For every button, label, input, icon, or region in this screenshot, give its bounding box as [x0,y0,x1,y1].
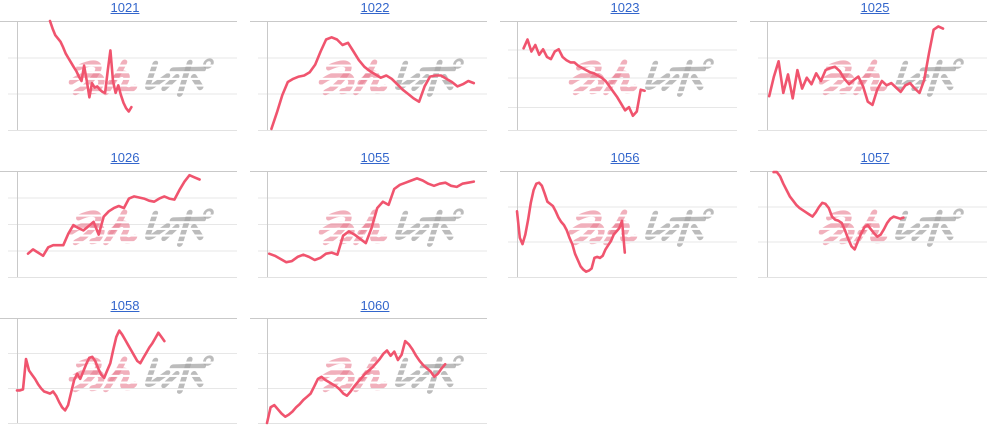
chart-title-link-1057[interactable]: 1057 [860,150,890,165]
chart-cell-1026: 1026 [0,145,250,290]
sparkline-chart-1058 [0,318,237,424]
minrepo-logo-watermark [319,210,463,244]
sparkline-chart-1023 [500,21,737,131]
chart-title-link-1025[interactable]: 1025 [860,0,890,15]
minrepo-logo-watermark [569,210,713,244]
minrepo-logo-watermark [319,357,463,391]
chart-row-2: 1026 1055 1056 1057 [0,145,1000,290]
sparkline-chart-1026 [0,171,237,278]
chart-cell-1055: 1055 [250,145,500,290]
data-line-1055 [267,177,476,264]
data-line-1021 [48,19,133,113]
chart-cell-1022: 1022 [250,0,500,145]
chart-cell-1025: 1025 [750,0,1000,145]
minrepo-logo-watermark [819,60,963,94]
chart-title-link-1023[interactable]: 1023 [610,0,640,15]
chart-title-link-1055[interactable]: 1055 [360,150,390,165]
data-line-1025 [767,25,945,107]
chart-cell-1023: 1023 [500,0,750,145]
data-line-1056 [515,181,627,273]
sparkline-chart-1022 [250,21,487,131]
data-line-1057 [772,170,905,251]
chart-cell-1058: 1058 [0,290,250,435]
chart-title-link-1056[interactable]: 1056 [610,150,640,165]
chart-row-3: 1058 1060 [0,290,1000,435]
sparkline-chart-1021 [0,19,237,131]
chart-title-link-1021[interactable]: 1021 [110,0,140,15]
chart-title-link-1058[interactable]: 1058 [110,298,140,313]
sparkline-chart-1057 [750,170,987,278]
chart-title-link-1060[interactable]: 1060 [360,298,390,313]
sparkline-chart-1055 [250,171,487,278]
data-line-1060 [265,339,447,425]
chart-cell-1021: 1021 [0,0,250,145]
chart-row-1: 1021 1022 1023 1025 [0,0,1000,145]
data-line-1026 [26,173,201,258]
chart-title-link-1026[interactable]: 1026 [110,150,140,165]
data-line-1023 [522,38,646,118]
minrepo-logo-watermark [69,210,213,244]
chart-cell-1057: 1057 [750,145,1000,290]
sparkline-chart-1025 [750,21,987,131]
minrepo-logo-watermark [819,210,963,244]
chart-title-link-1022[interactable]: 1022 [360,0,390,15]
chart-cell-1060: 1060 [250,290,500,435]
sparkline-chart-1056 [500,171,737,278]
sparkline-chart-1060 [250,318,487,425]
data-line-1022 [270,35,476,131]
chart-cell-1056: 1056 [500,145,750,290]
data-line-1058 [15,329,166,412]
